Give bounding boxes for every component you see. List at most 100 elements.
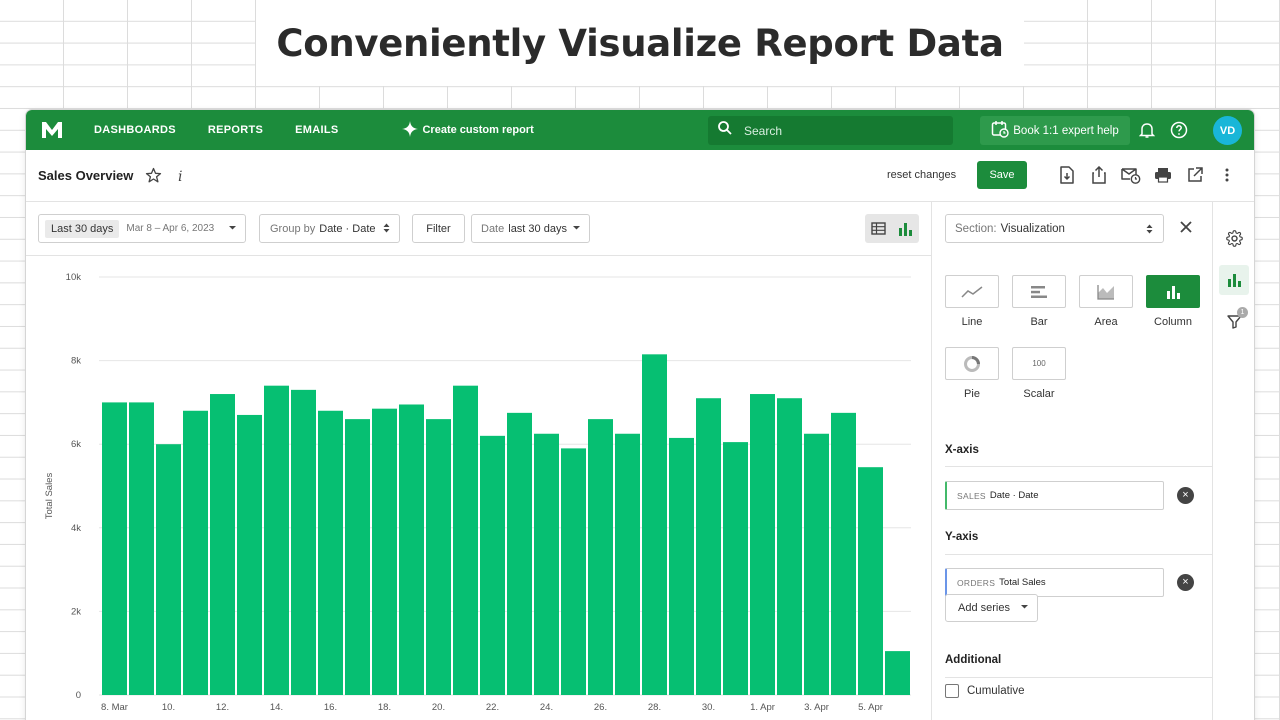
line-chart-icon [945, 275, 999, 308]
sort-caret-icon [1146, 223, 1153, 237]
chart-bar [885, 651, 910, 695]
pie-chart-icon [945, 347, 999, 380]
filter-button[interactable]: Filter [412, 214, 465, 243]
chart-bar [696, 398, 721, 695]
x-tick-label: 3. Apr [804, 702, 829, 713]
x-axis-tag: SALES [957, 490, 986, 501]
create-custom-report-label: Create custom report [422, 124, 534, 136]
avatar[interactable]: VD [1213, 116, 1242, 145]
chart-view-icon[interactable] [892, 214, 919, 243]
chart-bar [183, 410, 208, 695]
bell-icon[interactable] [1137, 120, 1157, 140]
x-tick-label: 1. Apr [750, 702, 775, 713]
column-chart-svg: 0 2k 4k 6k 8k 10k 8. Mar 10. 12. 14. 16. 18. 20. 22. 2… [44, 272, 911, 713]
create-custom-report-button[interactable]: Create custom report [402, 120, 534, 140]
x-axis-field[interactable]: SALES Date · Date [945, 481, 1164, 510]
date-range-select[interactable]: Last 30 days Mar 8 – Apr 6, 2023 [38, 214, 246, 243]
close-icon[interactable] [1180, 220, 1192, 238]
date-filter-select[interactable]: Date last 30 days [471, 214, 590, 243]
more-options-icon[interactable] [1217, 165, 1237, 185]
add-series-button[interactable]: Add series [945, 594, 1038, 622]
chart-bar [318, 410, 343, 695]
x-tick-label: 20. [432, 702, 445, 713]
star-icon[interactable] [145, 167, 162, 184]
x-tick-label: 12. [216, 702, 229, 713]
reset-changes-link[interactable]: reset changes [887, 169, 957, 181]
group-by-select[interactable]: Group by Date · Date [259, 214, 400, 243]
section-value: Visualization [1000, 222, 1065, 235]
visualization-settings-panel: Section: Visualization Line Bar [933, 202, 1213, 720]
viz-type-label: Bar [1030, 316, 1048, 328]
table-view-icon[interactable] [865, 214, 892, 243]
print-icon[interactable] [1153, 165, 1173, 185]
viz-type-scalar[interactable]: 100 Scalar [1012, 347, 1066, 400]
report-title: Sales Overview [38, 168, 134, 183]
x-tick-label: 5. Apr [858, 702, 883, 713]
remove-x-axis-icon[interactable]: × [1177, 487, 1194, 504]
section-select[interactable]: Section: Visualization [945, 214, 1164, 243]
x-tick-label: 16. [324, 702, 337, 713]
viz-type-label: Scalar [1023, 388, 1055, 400]
viz-type-pie[interactable]: Pie [945, 347, 999, 400]
nav-emails[interactable]: EMAILS [295, 124, 339, 136]
cumulative-checkbox[interactable] [945, 684, 959, 698]
chart-bar [507, 412, 532, 695]
nav-reports[interactable]: REPORTS [207, 124, 264, 136]
calendar-clock-icon [991, 120, 1009, 141]
search-box[interactable] [708, 116, 953, 145]
chart-bar [669, 437, 694, 695]
chart-bar [129, 402, 154, 695]
divider [945, 466, 1213, 467]
save-button[interactable]: Save [977, 161, 1027, 189]
chart-bar [399, 404, 424, 695]
info-icon[interactable]: i [176, 168, 186, 184]
x-axis-heading: X-axis [945, 444, 979, 456]
viz-type-label: Area [1094, 316, 1118, 328]
view-toggle [865, 214, 919, 243]
download-icon[interactable] [1057, 165, 1077, 185]
chart-bar [480, 435, 505, 695]
y-tick-label: 4k [71, 523, 81, 534]
y-axis-tag: ORDERS [957, 577, 996, 588]
nav-dashboards[interactable]: DASHBOARDS [94, 124, 176, 136]
search-input[interactable] [744, 123, 924, 138]
divider [945, 554, 1213, 555]
viz-type-column[interactable]: Column [1146, 275, 1200, 328]
cumulative-option[interactable]: Cumulative [945, 684, 1025, 698]
chart-bar [156, 444, 181, 695]
chart-bar [642, 354, 667, 695]
date-filter-value: last 30 days [508, 222, 567, 235]
search-icon [718, 121, 732, 140]
section-label: Section: [955, 222, 997, 235]
y-axis-title: Total Sales [44, 473, 55, 520]
top-navbar: DASHBOARDS REPORTS EMAILS Create custom … [26, 110, 1254, 150]
x-tick-label: 28. [648, 702, 661, 713]
date-range-pill: Last 30 days [45, 219, 120, 238]
remove-y-axis-icon[interactable]: × [1177, 574, 1194, 591]
viz-type-bar[interactable]: Bar [1012, 275, 1066, 328]
settings-gear-icon[interactable] [1219, 223, 1249, 253]
schedule-email-icon[interactable] [1121, 165, 1141, 185]
open-external-icon[interactable] [1185, 165, 1205, 185]
date-filter-label: Date [481, 222, 505, 235]
share-icon[interactable] [1089, 165, 1109, 185]
viz-type-area[interactable]: Area [1079, 275, 1133, 328]
chart-pane: Last 30 days Mar 8 – Apr 6, 2023 Group b… [26, 202, 932, 720]
chart-bar [264, 385, 289, 695]
help-icon[interactable] [1169, 120, 1189, 140]
divider [945, 677, 1213, 678]
book-expert-help-button[interactable]: Book 1:1 expert help [980, 116, 1130, 145]
x-tick-label: 22. [486, 702, 499, 713]
x-tick-label: 24. [540, 702, 553, 713]
chart-bar [723, 442, 748, 695]
visualization-rail-icon[interactable] [1219, 265, 1249, 295]
cumulative-label: Cumulative [967, 685, 1025, 697]
sparkle-icon [402, 120, 419, 140]
book-expert-help-label: Book 1:1 expert help [1013, 124, 1119, 137]
x-tick-label: 18. [378, 702, 391, 713]
viz-type-line[interactable]: Line [945, 275, 999, 328]
logo-icon[interactable] [26, 110, 78, 150]
y-axis-field[interactable]: ORDERS Total Sales [945, 568, 1164, 597]
filter-rail-icon[interactable]: 1 [1219, 306, 1249, 336]
viz-type-label: Line [961, 316, 983, 328]
